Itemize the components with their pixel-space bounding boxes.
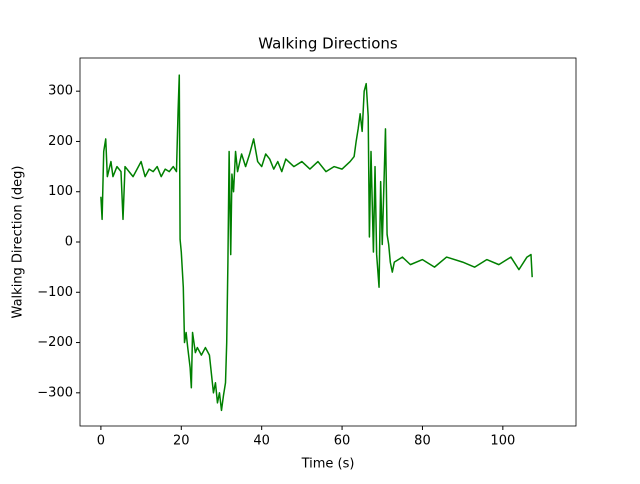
- x-tick-label: 40: [253, 434, 270, 449]
- y-tick-label: 200: [48, 134, 73, 149]
- y-tick-label: −200: [37, 335, 73, 350]
- data-line: [100, 74, 533, 412]
- x-axis-label: Time (s): [301, 457, 355, 472]
- x-tick-label: 100: [490, 434, 515, 449]
- x-tick-label: 80: [414, 434, 431, 449]
- y-tick-label: −100: [37, 285, 73, 300]
- x-tick-label: 60: [334, 434, 351, 449]
- y-axis-label: Walking Direction (deg): [11, 166, 26, 319]
- chart-title: Walking Directions: [258, 35, 398, 53]
- y-tick-label: 0: [65, 235, 73, 250]
- axes-frame: [79, 57, 577, 427]
- x-tick-label: 0: [97, 434, 105, 449]
- x-tick-label: 20: [173, 434, 190, 449]
- y-tick-label: −300: [37, 385, 73, 400]
- y-tick-label: 300: [48, 84, 73, 99]
- y-tick-label: 100: [48, 184, 73, 199]
